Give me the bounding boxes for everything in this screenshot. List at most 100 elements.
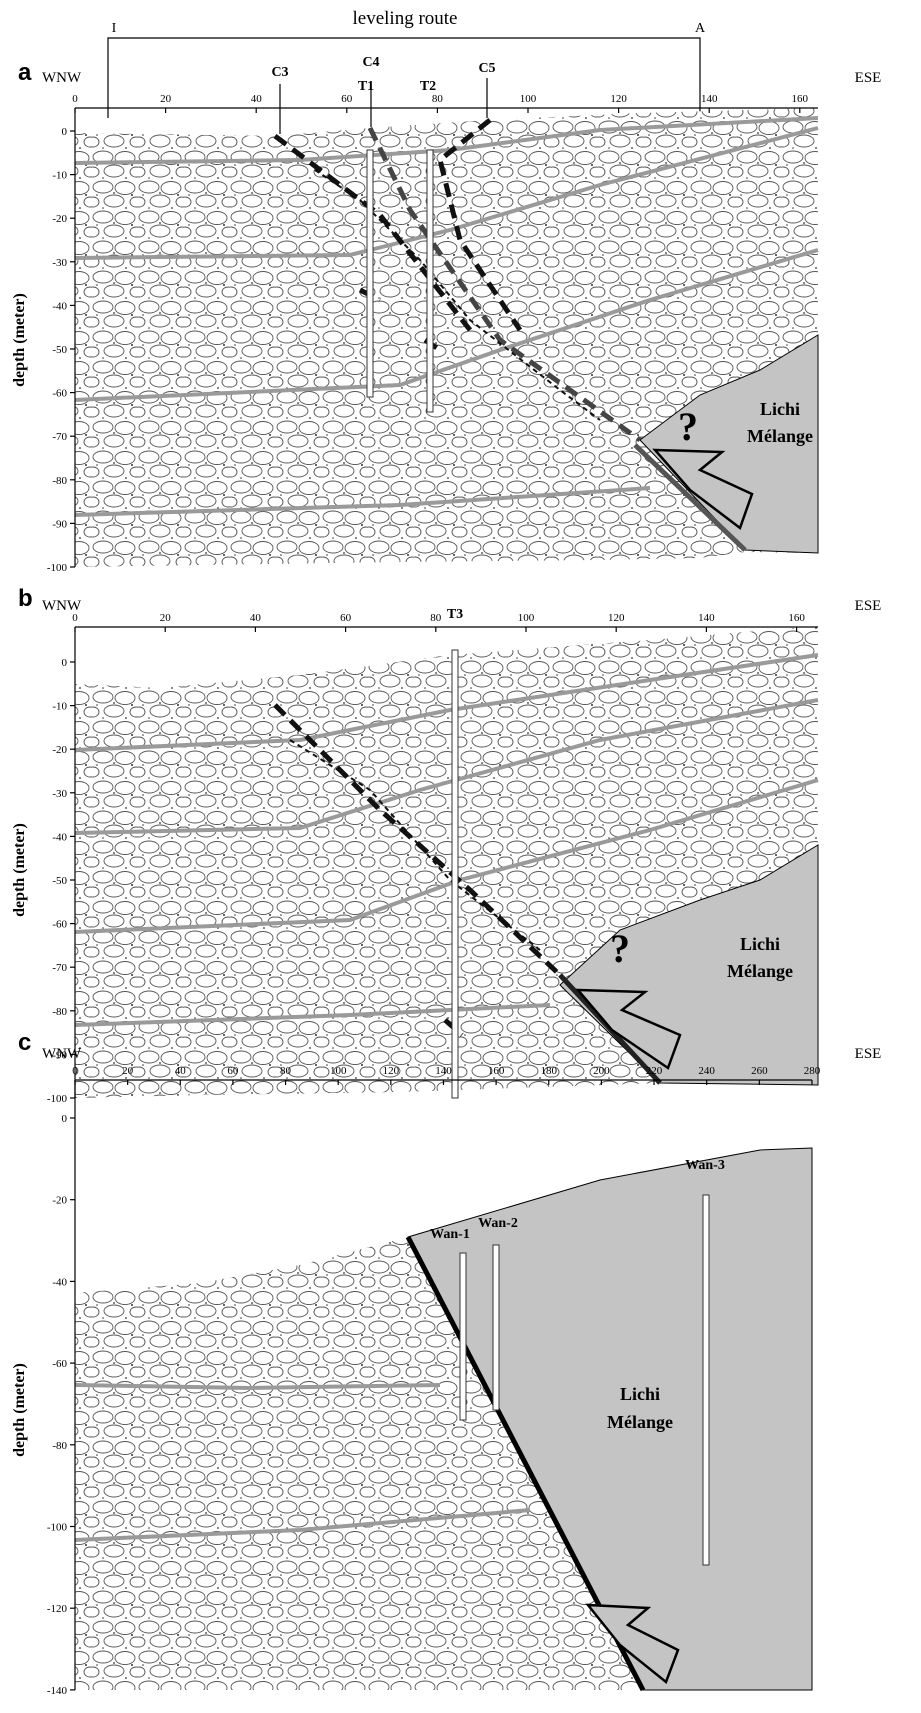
x-tick-label: 120 (383, 1065, 400, 1077)
y-tick-label: -60 (52, 1358, 67, 1370)
route-end: A (695, 21, 706, 36)
borehole-label: Wan-2 (478, 1216, 518, 1231)
x-tick-label: 20 (160, 93, 172, 105)
x-tick-label: 40 (250, 612, 262, 624)
y-tick-label: -50 (52, 875, 67, 887)
y-tick-label: -20 (52, 744, 67, 756)
x-tick-label: 20 (122, 1065, 134, 1077)
y-tick-label: -70 (52, 962, 67, 974)
x-tick-label: 100 (520, 93, 537, 105)
y-tick-label: -30 (52, 788, 67, 800)
direction-left: WNW (42, 1046, 82, 1062)
x-tick-label: 80 (432, 93, 444, 105)
x-tick-label: 60 (341, 93, 353, 105)
gravel (75, 1237, 643, 1690)
slip-arrow (652, 448, 754, 531)
direction-left: WNW (42, 70, 82, 86)
y-tick-label: -80 (52, 1440, 67, 1452)
y-tick-label: -140 (47, 1685, 68, 1697)
y-tick-label: -20 (52, 213, 67, 225)
route-label: leveling route (353, 8, 458, 29)
panel-c: c WNW ESE Wan-1 Wan-2 Wan-3 Lichi Mélang… (11, 1029, 882, 1692)
x-tick-label: 80 (430, 612, 442, 624)
direction-right: ESE (855, 1046, 882, 1062)
y-tick-label: 0 (62, 657, 68, 669)
borehole (702, 1194, 710, 1566)
borehole (366, 149, 374, 398)
y-tick-label: -30 (52, 257, 67, 269)
y-tick-label: -70 (52, 431, 67, 443)
y-axis-label: depth (meter) (11, 293, 28, 387)
borehole-label: T2 (420, 79, 436, 94)
x-tick-label: 40 (175, 1065, 187, 1077)
x-tick-label: 140 (701, 93, 718, 105)
borehole-label: Wan-3 (685, 1158, 725, 1173)
unit-label: Lichi (620, 1384, 660, 1404)
x-tick-label: 60 (340, 612, 352, 624)
x-tick-label: 100 (330, 1065, 347, 1077)
y-tick-label: -100 (47, 562, 68, 574)
unit-label: Mélange (747, 426, 813, 446)
slip-arrow (575, 988, 682, 1070)
x-tick-label: 220 (646, 1065, 663, 1077)
x-tick-label: 40 (251, 93, 263, 105)
x-tick-label: 0 (72, 612, 78, 624)
site-label: C3 (271, 65, 288, 80)
x-tick-label: 120 (608, 612, 625, 624)
borehole (492, 1244, 500, 1411)
y-tick-label: -20 (52, 1195, 67, 1207)
x-tick-label: 260 (751, 1065, 768, 1077)
route-start: I (112, 21, 117, 36)
x-tick-label: 160 (792, 93, 809, 105)
y-tick-label: -100 (47, 1522, 68, 1534)
x-tick-label: 0 (72, 93, 78, 105)
x-tick-label: 80 (280, 1065, 292, 1077)
y-tick-label: -50 (52, 344, 67, 356)
borehole-label: Wan-1 (430, 1227, 470, 1242)
direction-right: ESE (855, 598, 882, 614)
y-tick-label: -10 (52, 701, 67, 713)
x-tick-label: 140 (435, 1065, 452, 1077)
unit-label: Mélange (607, 1412, 673, 1432)
borehole-label: T1 (358, 79, 374, 94)
y-axis-label: depth (meter) (11, 823, 28, 917)
x-tick-label: 100 (518, 612, 535, 624)
y-tick-label: -40 (52, 831, 67, 843)
direction-left: WNW (42, 598, 82, 614)
unit-label: Mélange (727, 961, 793, 981)
direction-right: ESE (855, 70, 882, 86)
site-label: C5 (478, 61, 495, 76)
x-tick-label: 120 (610, 93, 627, 105)
x-tick-label: 280 (804, 1065, 821, 1077)
y-tick-label: -90 (52, 1049, 67, 1061)
y-tick-label: -100 (47, 1093, 68, 1105)
panel-a: a WNW ESE C3 C4 T1 T2 C5 ? Lichi Mélange… (11, 55, 881, 567)
y-tick-label: -90 (52, 518, 67, 530)
y-tick-label: -40 (52, 300, 67, 312)
panel-label: c (18, 1029, 31, 1056)
slip-arrow (585, 1603, 680, 1685)
y-tick-label: -120 (47, 1603, 68, 1615)
y-tick-label: -60 (52, 388, 67, 400)
x-tick-label: 160 (488, 1065, 505, 1077)
y-tick-label: 0 (62, 1113, 68, 1125)
x-tick-label: 240 (698, 1065, 715, 1077)
y-tick-label: -10 (52, 170, 67, 182)
axes: 0 20 40 60 80 100 120 140 160 0 -10 -20 -30 -40 -50 -60… (47, 93, 821, 1697)
x-tick-label: 60 (227, 1065, 239, 1077)
gravel (75, 108, 818, 567)
x-tick-label: 180 (541, 1065, 558, 1077)
y-tick-label: -80 (52, 1006, 67, 1018)
x-tick-label: 200 (593, 1065, 610, 1077)
x-tick-label: 160 (788, 612, 805, 624)
unit-label: Lichi (740, 934, 780, 954)
panel-label: a (18, 59, 32, 86)
borehole (451, 649, 459, 1099)
x-tick-label: 140 (698, 612, 715, 624)
y-axis-label: depth (meter) (11, 1363, 28, 1457)
x-tick-label: 20 (160, 612, 172, 624)
y-tick-label: -60 (52, 919, 67, 931)
unit-label: Lichi (760, 399, 800, 419)
panel-label: b (18, 585, 33, 612)
